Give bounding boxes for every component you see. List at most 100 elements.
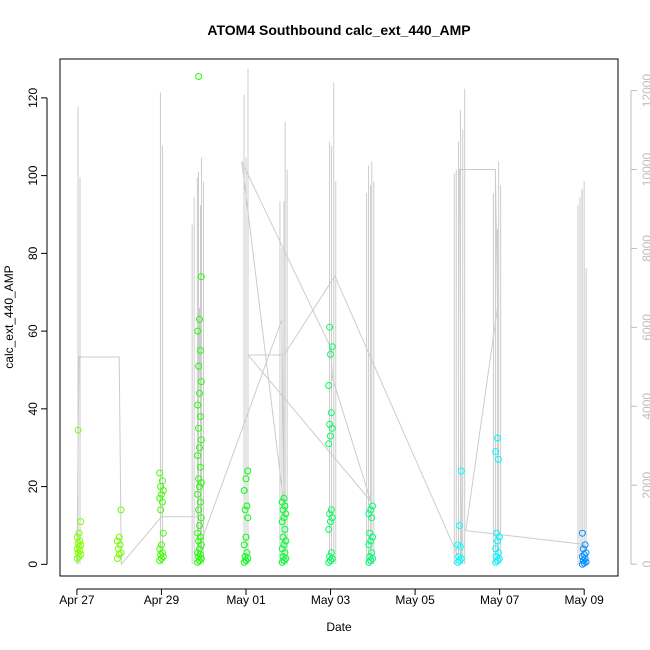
data-point [279,553,287,561]
data-point [492,545,500,553]
y-tick-label: 0 [26,561,40,568]
data-point [327,432,334,440]
data-point [196,498,204,506]
data-point [195,475,203,483]
data-point [196,545,203,553]
y-tick-label: 120 [26,88,40,108]
data-point [73,533,81,541]
data-point [196,522,203,529]
y-axis: 0 20 40 60 80 100 120 [26,88,48,568]
data-point [243,549,251,557]
data-point [195,506,203,514]
data-point [242,557,250,564]
x-axis-label: Date [326,620,352,634]
data-point [194,452,202,459]
data-point [365,541,373,549]
data-point [279,533,287,541]
data-point [494,537,501,545]
x-tick-label: Apr 27 [59,593,95,607]
y-tick-label: 100 [26,165,40,185]
data-point [327,549,335,557]
data-point [578,560,586,568]
data-point [326,323,334,331]
data-point [156,545,164,553]
data-point [158,541,165,549]
data-point [242,533,250,541]
y-tick-label: 20 [26,480,40,494]
data-point [74,426,82,434]
data-point [280,557,288,564]
data-point [327,350,334,358]
y2-axis: 0 2000 4000 6000 8000 10000 12000 [630,74,650,568]
data-point [75,529,83,537]
x-tick-label: May 09 [565,593,605,607]
data-point [365,510,373,518]
y2-tick-label: 2000 [640,472,650,499]
right-axis-series [76,68,587,566]
data-point [244,514,252,522]
data-point [278,498,286,506]
right-series-trace [76,161,585,566]
data-point [197,514,205,522]
y2-tick-label: 10000 [640,152,650,186]
data-point [367,557,375,564]
data-point [158,490,165,498]
data-point [455,553,463,561]
data-point [326,510,334,518]
y-axis-label: calc_ext_440_AMP [2,265,16,368]
data-point [196,389,203,397]
y-tick-label: 40 [26,402,40,416]
data-point [197,378,205,386]
data-point [327,409,335,417]
data-point [196,347,204,354]
data-point [367,506,375,514]
data-point [456,557,463,564]
data-point [197,273,205,281]
data-point [241,506,249,514]
data-point [113,555,121,562]
data-point [454,541,462,549]
data-point [579,545,587,553]
data-point [196,444,203,452]
data-point [327,506,335,514]
data-point [158,477,166,485]
data-point [194,529,202,537]
y2-tick-label: 0 [640,561,650,568]
data-point [326,553,334,561]
data-point [325,382,333,389]
data-point [194,327,202,335]
data-point [369,502,376,510]
data-point [581,541,589,549]
data-point [280,541,288,549]
data-point [494,434,501,442]
data-point [194,549,202,557]
data-point [194,401,202,409]
y2-tick-label: 8000 [640,235,650,262]
y2-tick-label: 6000 [640,314,650,341]
data-point [328,343,336,351]
data-point [281,525,289,533]
data-point [368,549,376,557]
data-point [492,448,500,456]
data-point [457,467,465,475]
data-point [194,490,202,498]
data-point [366,529,374,537]
y2-tick-label: 4000 [640,393,650,420]
data-point [494,455,502,463]
data-point [197,436,205,444]
data-point [195,537,203,545]
data-point [244,467,252,475]
data-point [156,494,164,502]
x-axis: Apr 27 Apr 29 May 01 May 03 May 05 May 07 May … [59,588,605,607]
data-point [327,518,334,526]
data-point [578,553,586,561]
data-point [456,522,463,529]
data-point [578,529,586,537]
data-point [325,440,333,448]
data-point [159,529,167,537]
chart-title: ATOM4 Southbound calc_ext_440_AMP [207,22,470,38]
data-point [494,557,501,564]
data-point [493,529,501,537]
x-tick-label: May 03 [311,593,351,607]
data-point [280,494,288,502]
